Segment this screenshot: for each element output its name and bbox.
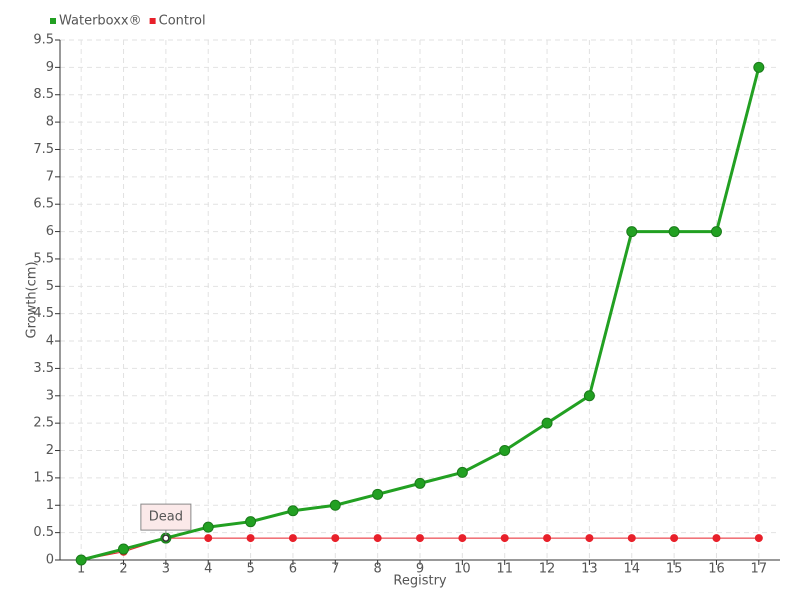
data-point <box>287 505 299 517</box>
data-point <box>583 390 595 402</box>
legend-swatch <box>50 18 56 24</box>
x-tick-label: 17 <box>751 562 768 577</box>
x-axis-label: Registry <box>393 574 447 589</box>
y-tick-label: 3 <box>46 388 54 403</box>
x-tick-label: 14 <box>623 562 640 577</box>
data-point <box>668 226 680 238</box>
data-point <box>541 417 553 429</box>
data-point <box>329 499 341 511</box>
data-point <box>372 488 384 500</box>
x-tick-label: 8 <box>374 562 382 577</box>
data-point <box>626 226 638 238</box>
y-tick-label: 2.5 <box>33 416 54 431</box>
data-point <box>710 226 722 238</box>
data-point <box>712 534 721 543</box>
annotation-text: Dead <box>149 510 183 525</box>
y-tick-label: 7.5 <box>33 142 54 157</box>
y-tick-label: 9.5 <box>33 33 54 48</box>
data-point <box>458 534 467 543</box>
x-tick-label: 9 <box>416 562 424 577</box>
y-tick-label: 5 <box>46 279 54 294</box>
y-tick-label: 3.5 <box>33 361 54 376</box>
y-tick-label: 1.5 <box>33 470 54 485</box>
x-tick-label: 5 <box>246 562 254 577</box>
x-tick-label: 12 <box>539 562 556 577</box>
y-tick-label: 5.5 <box>33 251 54 266</box>
data-point <box>414 477 426 489</box>
data-point <box>373 534 382 543</box>
y-axis-label: Growth(cm) <box>25 261 40 338</box>
data-point <box>499 445 511 457</box>
x-tick-label: 4 <box>204 562 212 577</box>
data-point <box>500 534 509 543</box>
x-tick-label: 3 <box>162 562 170 577</box>
y-tick-label: 6.5 <box>33 197 54 212</box>
y-tick-label: 7 <box>46 169 54 184</box>
data-point <box>288 534 297 543</box>
data-point <box>543 534 552 543</box>
data-point <box>331 534 340 543</box>
annotation-box <box>140 503 192 531</box>
data-point <box>245 516 257 528</box>
y-tick-label: 9 <box>46 60 54 75</box>
data-point <box>670 534 679 543</box>
data-point <box>416 534 424 543</box>
data-point <box>456 466 468 478</box>
x-tick-label: 15 <box>666 562 683 577</box>
data-point <box>627 534 636 543</box>
x-tick-label: 10 <box>454 562 471 577</box>
x-tick-label: 13 <box>581 562 598 577</box>
x-tick-label: 16 <box>708 562 725 577</box>
legend-swatch <box>149 18 156 24</box>
y-tick-label: 4 <box>46 334 54 349</box>
data-point <box>754 534 763 543</box>
x-tick-label: 2 <box>119 562 127 577</box>
y-tick-label: 4.5 <box>33 306 54 321</box>
data-point <box>246 534 255 543</box>
y-tick-label: 2 <box>46 443 54 458</box>
x-tick-label: 11 <box>496 562 513 577</box>
y-tick-label: 0 <box>46 553 54 568</box>
legend-label: Waterboxx® <box>59 14 142 29</box>
annotation: Dead <box>140 503 192 536</box>
y-tick-label: 8 <box>46 115 54 130</box>
data-point <box>585 534 594 543</box>
data-point <box>753 61 765 73</box>
data-point <box>75 554 87 566</box>
legend-label: Control <box>159 14 206 29</box>
y-tick-label: 0.5 <box>33 525 54 540</box>
y-tick-label: 1 <box>46 498 54 513</box>
x-tick-label: 6 <box>289 562 297 577</box>
x-tick-label: 1 <box>77 562 85 577</box>
data-point <box>204 534 213 543</box>
x-tick-label: 7 <box>331 562 339 577</box>
y-tick-label: 6 <box>46 224 54 239</box>
annotated-point <box>162 534 170 542</box>
y-tick-label: 8.5 <box>33 87 54 102</box>
data-point <box>118 543 130 555</box>
data-point <box>202 521 214 533</box>
